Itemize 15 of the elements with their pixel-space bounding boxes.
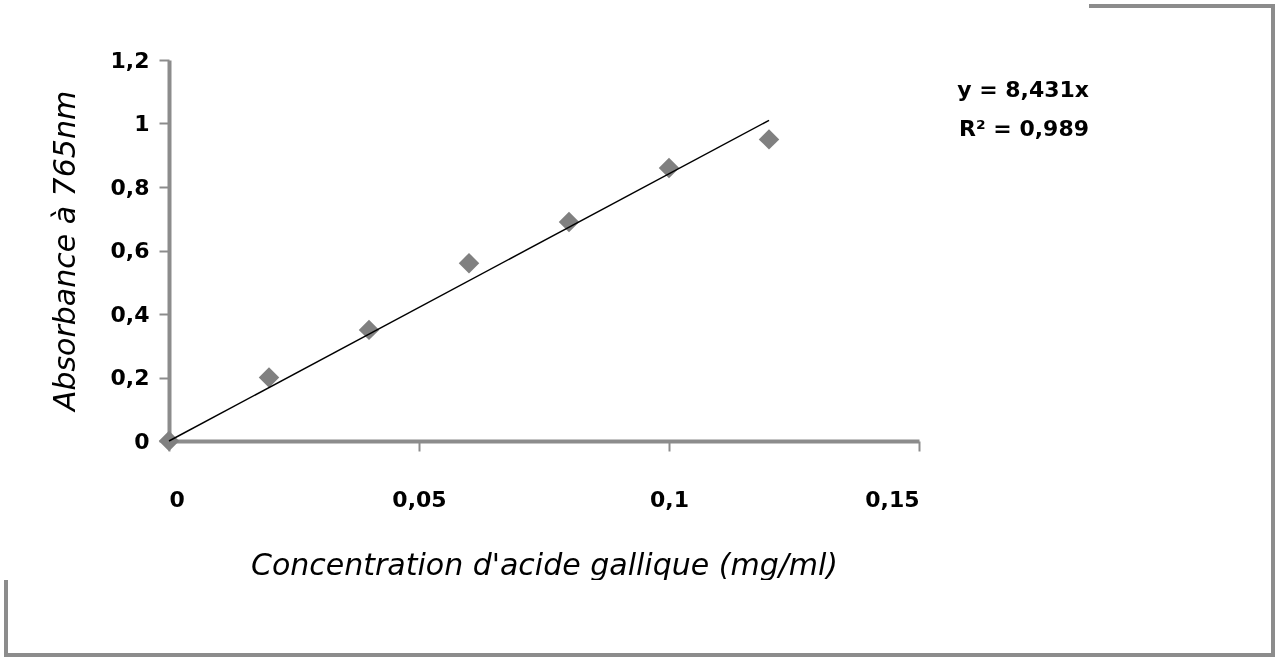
y-tick-label: 0,6 — [110, 238, 150, 263]
y-tick-label: 1 — [134, 111, 150, 136]
x-tick-label: 0 — [169, 486, 185, 512]
x-tick-label: 0,05 — [392, 486, 447, 512]
y-axis-title: Absorbance à 765nm — [46, 90, 82, 414]
x-axis-title: Concentration d'acide gallique (mg/ml) — [250, 546, 839, 582]
text: y = 8,431x — [957, 77, 1089, 102]
x-tick-label: 0,1 — [650, 486, 689, 512]
x-tick-label: 0,15 — [865, 486, 920, 512]
y-tick-label: 0 — [134, 428, 150, 454]
y-tick-label: 0,8 — [110, 174, 150, 200]
y-tick-label: 0,4 — [110, 301, 150, 327]
y-tick-label: 1,2 — [110, 47, 150, 73]
y-tick-label: 0,2 — [110, 365, 150, 390]
text: R² = 0,989 — [959, 116, 1089, 141]
